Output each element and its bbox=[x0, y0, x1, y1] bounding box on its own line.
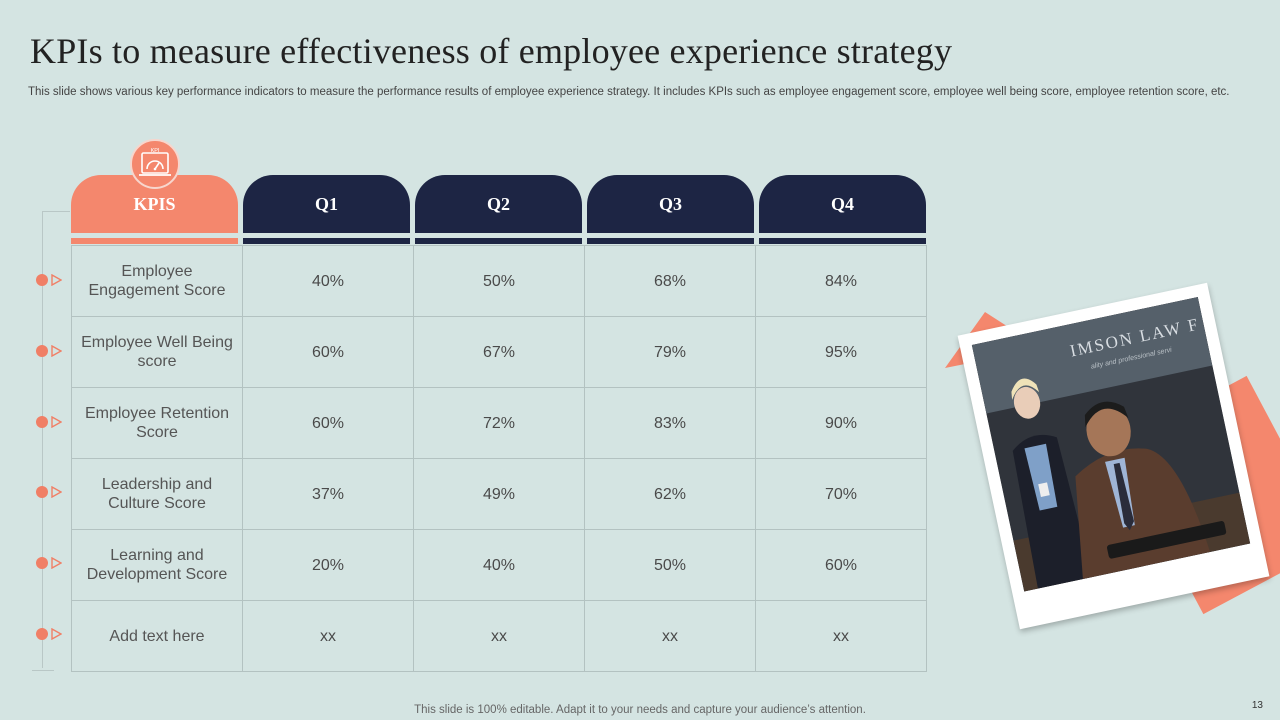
value-q3: xx bbox=[584, 600, 756, 672]
header-bar-q3 bbox=[587, 238, 754, 244]
kpi-label: Learning and Development Score bbox=[71, 529, 243, 601]
value-q2: 40% bbox=[413, 529, 585, 601]
play-arrow-icon bbox=[51, 627, 62, 640]
row-marker bbox=[36, 627, 62, 641]
header-q2: Q2 bbox=[415, 175, 582, 233]
value-q4: xx bbox=[755, 600, 927, 672]
table-row: Leadership and Culture Score 37% 49% 62% 70% bbox=[71, 458, 927, 530]
marker-dot bbox=[36, 415, 48, 428]
table-row: Employee Engagement Score 40% 50% 68% 84% bbox=[71, 245, 927, 317]
kpi-label: Leadership and Culture Score bbox=[71, 458, 243, 530]
value-q1: 20% bbox=[242, 529, 414, 601]
value-q3: 50% bbox=[584, 529, 756, 601]
page-number: 13 bbox=[1251, 700, 1263, 711]
play-arrow-icon bbox=[51, 345, 62, 358]
header-bar-q4 bbox=[759, 238, 926, 244]
row-marker bbox=[36, 344, 62, 358]
table-row: Employee Well Being score 60% 67% 79% 95% bbox=[71, 316, 927, 388]
photo-frame: IMSON LAW F ality and professional servi bbox=[957, 282, 1270, 630]
value-q4: 90% bbox=[755, 387, 927, 459]
badge-label: KPI bbox=[151, 148, 160, 154]
value-q1: xx bbox=[242, 600, 414, 672]
value-q2: xx bbox=[413, 600, 585, 672]
header-bar-q1 bbox=[243, 238, 410, 244]
kpi-gauge-icon: KPI bbox=[130, 139, 180, 189]
value-q2: 50% bbox=[413, 245, 585, 317]
value-q1: 37% bbox=[242, 458, 414, 530]
timeline-top-line bbox=[42, 211, 70, 212]
slide-subtitle: This slide shows various key performance… bbox=[28, 86, 1230, 98]
row-marker bbox=[36, 273, 62, 287]
marker-dot bbox=[36, 345, 48, 358]
value-q1: 60% bbox=[242, 316, 414, 388]
office-photo: IMSON LAW F ality and professional servi bbox=[971, 297, 1251, 592]
kpi-label: Employee Well Being score bbox=[71, 316, 243, 388]
table-row: Learning and Development Score 20% 40% 50% 6… bbox=[71, 529, 927, 601]
table-row: Employee Retention Score 60% 72% 83% 90% bbox=[71, 387, 927, 459]
value-q4: 70% bbox=[755, 458, 927, 530]
marker-dot bbox=[36, 627, 48, 640]
kpi-label: Employee Engagement Score bbox=[71, 245, 243, 317]
value-q4: 84% bbox=[755, 245, 927, 317]
value-q1: 60% bbox=[242, 387, 414, 459]
value-q3: 83% bbox=[584, 387, 756, 459]
kpi-table: Employee Engagement Score 40% 50% 68% 84% Emp… bbox=[71, 245, 927, 672]
play-arrow-icon bbox=[51, 274, 62, 287]
value-q2: 49% bbox=[413, 458, 585, 530]
value-q2: 72% bbox=[413, 387, 585, 459]
value-q3: 68% bbox=[584, 245, 756, 317]
marker-dot bbox=[36, 486, 48, 499]
header-q4: Q4 bbox=[759, 175, 926, 233]
row-marker bbox=[36, 556, 62, 570]
marker-dot bbox=[36, 274, 48, 287]
header-bar-kpis bbox=[71, 238, 238, 244]
slide-footer: This slide is 100% editable. Adapt it to… bbox=[414, 704, 866, 716]
value-q3: 62% bbox=[584, 458, 756, 530]
value-q2: 67% bbox=[413, 316, 585, 388]
timeline-bottom-line bbox=[32, 670, 54, 671]
table-row: Add text here xx xx xx xx bbox=[71, 600, 927, 672]
header-q1: Q1 bbox=[243, 175, 410, 233]
row-marker bbox=[36, 485, 62, 499]
value-q4: 95% bbox=[755, 316, 927, 388]
marker-dot bbox=[36, 557, 48, 570]
value-q4: 60% bbox=[755, 529, 927, 601]
play-arrow-icon bbox=[51, 415, 62, 428]
value-q3: 79% bbox=[584, 316, 756, 388]
header-q3: Q3 bbox=[587, 175, 754, 233]
kpi-label: Add text here bbox=[71, 600, 243, 672]
row-marker bbox=[36, 415, 62, 429]
kpi-label: Employee Retention Score bbox=[71, 387, 243, 459]
slide-title: KPIs to measure effectiveness of employe… bbox=[30, 31, 953, 71]
value-q1: 40% bbox=[242, 245, 414, 317]
timeline-line bbox=[42, 212, 43, 668]
play-arrow-icon bbox=[51, 486, 62, 499]
play-arrow-icon bbox=[51, 557, 62, 570]
header-bar-q2 bbox=[415, 238, 582, 244]
